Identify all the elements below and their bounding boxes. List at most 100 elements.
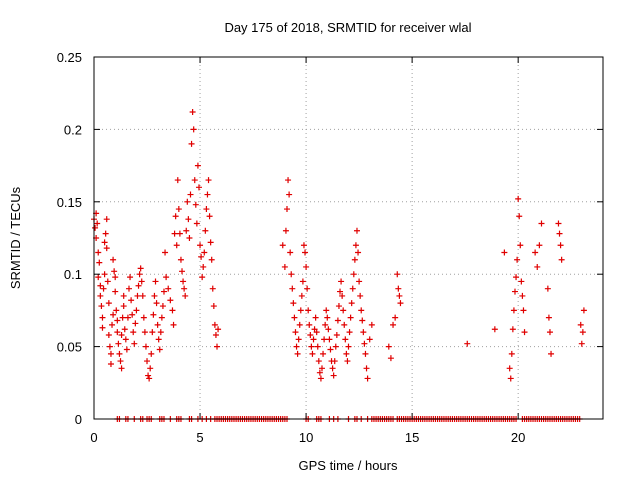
data-point bbox=[291, 314, 298, 321]
data-point bbox=[295, 336, 302, 343]
data-point bbox=[120, 303, 127, 310]
data-point bbox=[515, 195, 522, 202]
data-point bbox=[518, 278, 525, 285]
data-point bbox=[112, 288, 119, 295]
data-point bbox=[513, 274, 520, 281]
data-point bbox=[307, 332, 314, 339]
data-point bbox=[292, 329, 299, 336]
data-point bbox=[120, 292, 127, 299]
data-point bbox=[194, 162, 201, 169]
data-point bbox=[105, 300, 112, 307]
data-point bbox=[145, 372, 152, 379]
data-point bbox=[321, 336, 328, 343]
data-point bbox=[98, 303, 105, 310]
x-tick-label: 15 bbox=[405, 430, 419, 445]
x-axis-label: GPS time / hours bbox=[299, 458, 398, 473]
data-point bbox=[290, 300, 297, 307]
data-point bbox=[97, 282, 104, 289]
data-point bbox=[187, 191, 194, 198]
data-point bbox=[511, 288, 518, 295]
data-point bbox=[127, 274, 134, 281]
data-point bbox=[303, 263, 310, 270]
data-point bbox=[107, 350, 114, 357]
data-point bbox=[329, 365, 336, 372]
data-point bbox=[101, 239, 108, 246]
data-point bbox=[203, 206, 210, 213]
data-point bbox=[174, 177, 181, 184]
data-point bbox=[324, 314, 331, 321]
data-point bbox=[215, 326, 222, 333]
data-point bbox=[390, 321, 397, 328]
data-point bbox=[144, 358, 151, 365]
data-point bbox=[184, 198, 191, 205]
data-point bbox=[337, 288, 344, 295]
data-point bbox=[320, 350, 327, 357]
data-point bbox=[327, 346, 334, 353]
data-point bbox=[279, 242, 286, 249]
data-point bbox=[200, 263, 207, 270]
data-point bbox=[159, 303, 166, 310]
data-point bbox=[96, 259, 103, 266]
data-point bbox=[210, 303, 217, 310]
data-point bbox=[312, 314, 319, 321]
data-point bbox=[289, 285, 296, 292]
data-point bbox=[506, 365, 513, 372]
data-point bbox=[348, 300, 355, 307]
data-point bbox=[103, 245, 110, 252]
data-point bbox=[555, 220, 562, 227]
data-point bbox=[115, 340, 122, 347]
data-point bbox=[99, 324, 106, 331]
data-point bbox=[211, 321, 218, 328]
data-point bbox=[142, 343, 149, 350]
data-point bbox=[351, 256, 358, 263]
data-point bbox=[195, 184, 202, 191]
data-point bbox=[341, 321, 348, 328]
chart-title: Day 175 of 2018, SRMTID for receiver wla… bbox=[224, 20, 471, 35]
data-point bbox=[167, 297, 174, 304]
data-point bbox=[103, 216, 110, 223]
data-point bbox=[124, 314, 131, 321]
data-point bbox=[288, 271, 295, 278]
data-point bbox=[207, 239, 214, 246]
data-point bbox=[105, 332, 112, 339]
data-point bbox=[345, 343, 352, 350]
data-point bbox=[333, 332, 340, 339]
data-point bbox=[532, 249, 539, 256]
data-point bbox=[128, 297, 135, 304]
data-point bbox=[298, 292, 305, 299]
data-point bbox=[338, 278, 345, 285]
data-point bbox=[92, 224, 99, 231]
data-point bbox=[323, 307, 330, 314]
data-point bbox=[282, 227, 289, 234]
data-point bbox=[347, 314, 354, 321]
data-point bbox=[297, 307, 304, 314]
data-point bbox=[516, 213, 523, 220]
data-point bbox=[179, 268, 186, 275]
data-point bbox=[139, 292, 146, 299]
data-point bbox=[193, 220, 200, 227]
data-point bbox=[357, 292, 364, 299]
y-tick-label: 0 bbox=[75, 412, 82, 427]
data-point bbox=[344, 358, 351, 365]
data-point bbox=[113, 307, 120, 314]
x-tick-label: 10 bbox=[299, 430, 313, 445]
data-point bbox=[317, 375, 324, 382]
data-point bbox=[366, 336, 373, 343]
data-point bbox=[147, 365, 154, 372]
data-point bbox=[548, 350, 555, 357]
data-point bbox=[116, 350, 123, 357]
y-tick-label: 0.05 bbox=[57, 340, 82, 355]
data-point bbox=[146, 375, 153, 382]
data-point bbox=[110, 256, 117, 263]
data-point bbox=[360, 329, 367, 336]
data-point bbox=[198, 253, 205, 260]
data-point bbox=[117, 358, 124, 365]
data-point bbox=[169, 307, 176, 314]
data-point bbox=[363, 365, 370, 372]
data-point bbox=[536, 242, 543, 249]
data-point bbox=[355, 249, 362, 256]
data-point bbox=[201, 249, 208, 256]
y-tick-label: 0.15 bbox=[57, 195, 82, 210]
data-point bbox=[180, 278, 187, 285]
